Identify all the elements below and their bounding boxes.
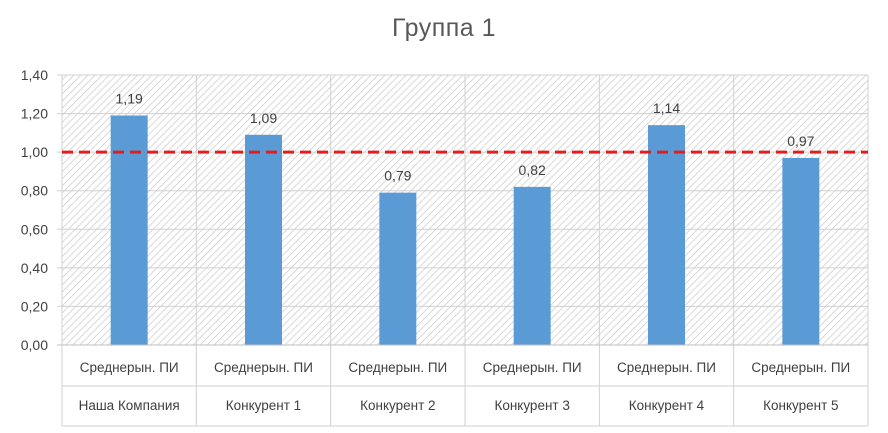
y-tick-label: 1,40	[21, 67, 48, 83]
y-tick-label: 0,20	[21, 298, 48, 314]
bar	[648, 125, 685, 346]
x-tick-label: Наша Компания	[79, 398, 180, 413]
y-tick-label: 1,00	[21, 144, 48, 160]
data-label: 1,19	[116, 91, 143, 107]
data-label: 0,82	[519, 162, 546, 178]
y-tick-label: 1,20	[21, 106, 48, 122]
y-tick-label: 0,00	[21, 337, 48, 353]
x-tick-label: Конкурент 4	[629, 398, 705, 413]
x-tick-label: Конкурент 2	[360, 398, 435, 413]
x-tick-label: Среднерын. ПИ	[80, 360, 179, 375]
bar	[513, 186, 551, 345]
y-tick-label: 0,60	[21, 221, 48, 237]
x-tick-label: Конкурент 3	[494, 398, 569, 413]
chart-title: Группа 1	[391, 14, 497, 42]
x-tick-label: Среднерын. ПИ	[348, 360, 447, 375]
x-tick-label: Среднерын. ПИ	[483, 360, 582, 375]
y-tick-label: 0,80	[21, 183, 48, 199]
y-tick-label: 0,40	[21, 260, 48, 276]
x-tick-label: Конкурент 5	[763, 398, 838, 413]
data-label: 1,09	[250, 110, 277, 126]
data-label: 0,97	[787, 133, 814, 149]
bar	[782, 157, 820, 345]
bar	[245, 134, 282, 345]
data-label: 1,14	[653, 100, 680, 116]
x-tick-label: Среднерын. ПИ	[751, 360, 850, 375]
bar	[379, 192, 417, 345]
x-tick-label: Конкурент 1	[226, 398, 301, 413]
bar	[110, 115, 148, 345]
x-tick-label: Среднерын. ПИ	[617, 360, 716, 375]
data-label: 0,79	[384, 168, 411, 184]
x-tick-label: Среднерын. ПИ	[214, 360, 313, 375]
